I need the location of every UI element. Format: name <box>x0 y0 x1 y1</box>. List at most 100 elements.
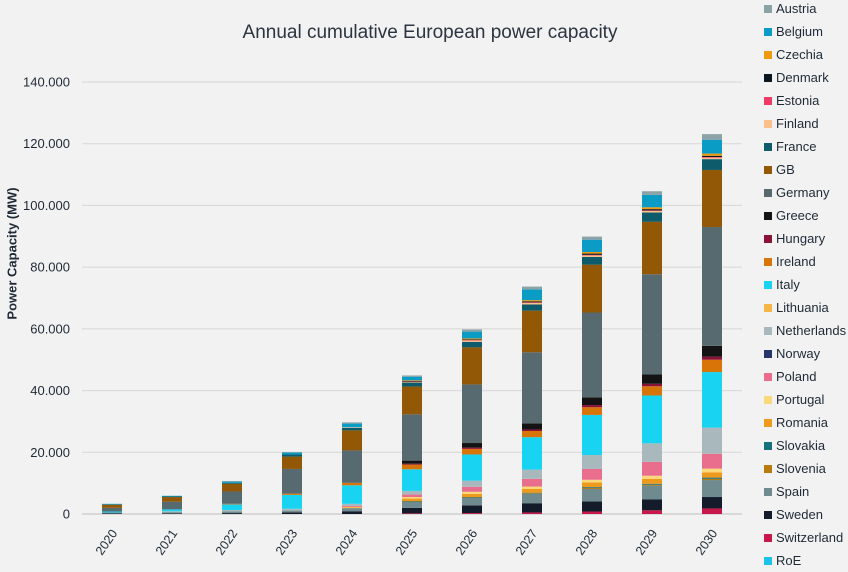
legend-item-sweden: Sweden <box>764 503 823 526</box>
bar-segment-spain-2024 <box>342 508 362 512</box>
legend-label: Sweden <box>776 507 823 522</box>
bar-segment-italy-2029 <box>642 395 662 444</box>
bar-segment-italy-2030 <box>702 372 722 428</box>
bar-segment-belgium-2025 <box>402 376 422 381</box>
bar-segment-portugal-2024 <box>342 506 362 508</box>
legend-item-poland: Poland <box>764 365 816 388</box>
legend-swatch <box>764 533 772 542</box>
bar-segment-ireland-2027 <box>522 430 542 438</box>
bar-segment-sweden-2025 <box>402 507 422 514</box>
bar-segment-slovakia-2029 <box>642 483 662 485</box>
legend-swatch <box>764 27 772 36</box>
bar-segment-sweden-2027 <box>522 503 542 513</box>
bar-segment-slovenia-2029 <box>642 484 662 486</box>
bar-segment-sweden-2030 <box>702 497 722 509</box>
bar-segment-sweden-2020 <box>102 513 122 514</box>
legend-label: Lithuania <box>776 300 829 315</box>
bar-segment-belgium-2020 <box>102 503 122 505</box>
legend-swatch <box>764 326 772 335</box>
bar-segment-gb-2020 <box>102 504 122 508</box>
x-tick-label: 2029 <box>633 527 660 558</box>
legend-swatch <box>764 4 772 13</box>
legend-item-italy: Italy <box>764 273 800 296</box>
legend-label: Romania <box>776 415 829 430</box>
bar-segment-poland-2030 <box>702 453 722 469</box>
legend-swatch <box>764 142 772 151</box>
bar-segment-netherlands-2030 <box>702 427 722 454</box>
bar-segment-netherlands-2023 <box>282 508 302 511</box>
bar-segment-france-2026 <box>462 341 482 348</box>
bar-segment-germany-2029 <box>642 274 662 375</box>
bar-segment-netherlands-2024 <box>342 503 362 506</box>
bar-segment-estonia-2025 <box>402 381 422 382</box>
legend-item-slovenia: Slovenia <box>764 457 826 480</box>
bar-segment-greece-2029 <box>642 374 662 384</box>
bar-segment-austria-2023 <box>282 451 302 453</box>
bar-segment-belgium-2028 <box>582 239 602 253</box>
legend-swatch <box>764 349 772 358</box>
bar-segment-hungary-2025 <box>402 463 422 465</box>
bar-segment-czechia-2028 <box>582 252 602 254</box>
bar-segment-slovenia-2026 <box>462 497 482 498</box>
legend-swatch <box>764 50 772 59</box>
legend-swatch <box>764 188 772 197</box>
bar-segment-slovenia-2025 <box>402 501 422 502</box>
bar-segment-portugal-2030 <box>702 468 722 473</box>
bar-segment-france-2020 <box>102 504 122 505</box>
bar-segment-gb-2027 <box>522 310 542 353</box>
y-tick-label: 40.000 <box>30 383 70 398</box>
legend-swatch <box>764 441 772 450</box>
legend-label: Ireland <box>776 254 816 269</box>
bar-segment-ireland-2028 <box>582 407 602 415</box>
bar-segment-denmark-2030 <box>702 155 722 157</box>
bar-segment-denmark-2027 <box>522 301 542 303</box>
legend-label: Spain <box>776 484 810 499</box>
x-tick-label: 2023 <box>273 527 300 558</box>
bar-segment-italy-2025 <box>402 469 422 491</box>
bar-segment-germany-2028 <box>582 312 602 398</box>
legend-item-netherlands: Netherlands <box>764 319 846 342</box>
y-tick-label: 120.000 <box>23 136 70 151</box>
legend-swatch <box>764 556 772 565</box>
bar-segment-spain-2029 <box>642 485 662 500</box>
bar-segment-italy-2020 <box>102 511 122 513</box>
bar-segment-belgium-2026 <box>462 331 482 339</box>
bar-segment-portugal-2027 <box>522 486 542 490</box>
legend-label: Denmark <box>776 70 829 85</box>
legend-label: Poland <box>776 369 817 384</box>
legend-item-finland: Finland <box>764 112 819 135</box>
bar-segment-austria-2024 <box>342 422 362 424</box>
bar-segment-poland-2026 <box>462 486 482 492</box>
bar-segment-france-2023 <box>282 454 302 457</box>
bar-segment-spain-2022 <box>222 511 242 514</box>
bar-segment-germany-2027 <box>522 352 542 424</box>
legend-label: Switzerland <box>776 530 844 545</box>
bar-segment-denmark-2029 <box>642 209 662 211</box>
legend-swatch <box>764 257 772 266</box>
bar-segment-gb-2029 <box>642 221 662 275</box>
bar-segment-switzerland-2030 <box>702 508 722 514</box>
legend-label: Germany <box>776 185 830 200</box>
y-tick-label: 20.000 <box>30 445 70 460</box>
bar-segment-hungary-2027 <box>522 429 542 431</box>
bar-segment-estonia-2027 <box>522 302 542 303</box>
legend-label: RoE <box>776 553 802 568</box>
bar-segment-ireland-2023 <box>282 493 302 495</box>
x-tick-label: 2026 <box>453 527 480 558</box>
bar-segment-greece-2030 <box>702 345 722 357</box>
legend-swatch <box>764 510 772 519</box>
bar-segment-portugal-2026 <box>462 491 482 494</box>
legend-label: GB <box>776 162 795 177</box>
bar-segment-netherlands-2029 <box>642 443 662 462</box>
bar-segment-portugal-2028 <box>582 479 602 483</box>
bar-segment-italy-2026 <box>462 454 482 481</box>
bar-segment-denmark-2028 <box>582 253 602 255</box>
bar-segment-poland-2029 <box>642 461 662 476</box>
legend-label: Italy <box>776 277 800 292</box>
bar-segment-romania-2028 <box>582 482 602 488</box>
legend-label: Norway <box>776 346 821 361</box>
bar-segment-romania-2025 <box>402 498 422 502</box>
bar-segment-poland-2024 <box>342 505 362 507</box>
bar-segment-poland-2027 <box>522 478 542 487</box>
legend-item-gb: GB <box>764 158 795 181</box>
